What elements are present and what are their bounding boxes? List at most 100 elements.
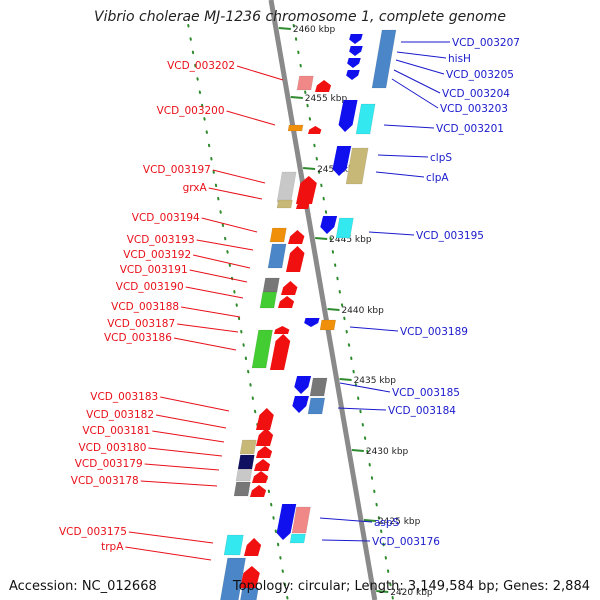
gene-features <box>220 29 397 600</box>
leader-line <box>125 546 212 561</box>
map-title: Vibrio cholerae MJ-1236 chromosome 1, co… <box>94 9 506 25</box>
leader-line <box>148 447 223 457</box>
gene-feature <box>252 471 269 483</box>
gene-feature <box>309 377 328 397</box>
gene-feature <box>274 326 290 334</box>
chromosome-backbone <box>268 0 378 600</box>
gene-label-left: VCD_003180 <box>78 442 146 454</box>
leader-line <box>349 326 399 332</box>
gene-label-left: VCD_003194 <box>132 212 200 224</box>
gene-label-left: VCD_003197 <box>143 164 211 176</box>
tick-label: 2440 kbp <box>341 306 384 316</box>
gene-label-left: VCD_003182 <box>86 409 154 421</box>
gene-feature <box>304 318 320 327</box>
gene-feature <box>288 230 305 244</box>
tick-mark <box>290 96 303 99</box>
accession-text: Accession: NC_012668 <box>9 579 157 594</box>
gene-feature <box>278 296 295 308</box>
backbone-line <box>268 0 378 600</box>
gene-feature <box>349 46 363 56</box>
gene-feature <box>235 468 253 482</box>
leader-line <box>226 110 276 126</box>
gene-label-left: VCD_003187 <box>107 318 175 330</box>
leader-line <box>383 124 435 129</box>
gene-label-right: VCD_003205 <box>446 69 514 81</box>
gene-label-right: hisH <box>448 53 471 65</box>
tick-label: 2455 kbp <box>305 94 348 104</box>
gene-feature <box>267 243 287 269</box>
tick-label: 2435 kbp <box>354 376 397 386</box>
tick-mark <box>327 308 340 311</box>
gene-label-right: aspS <box>374 517 400 529</box>
leader-line <box>393 69 441 94</box>
gene-label-right: VCD_003203 <box>440 103 508 115</box>
gene-feature <box>286 246 305 272</box>
tick-label: 2445 kbp <box>329 235 372 245</box>
gene-feature <box>240 566 260 588</box>
leader-line <box>144 463 220 471</box>
gene-feature <box>251 329 273 369</box>
gene-feature <box>335 217 354 239</box>
gene-feature <box>308 126 322 134</box>
gene-label-right: VCD_003189 <box>400 326 468 338</box>
tick-mark <box>351 449 364 452</box>
leader-line <box>236 65 284 81</box>
gene-feature <box>296 176 317 204</box>
gene-feature <box>371 29 397 89</box>
topology-text: Topology: circular; Length: 3,149,584 bp… <box>232 579 590 594</box>
leader-line <box>391 78 439 109</box>
tick-mark <box>376 590 389 593</box>
gene-label-left: trpA <box>101 541 124 553</box>
gene-label-left: VCD_003179 <box>75 458 143 470</box>
gene-label-right: VCD_003204 <box>442 88 510 100</box>
gene-label-left: VCD_003175 <box>59 526 127 538</box>
gene-label-right: VCD_003185 <box>392 387 460 399</box>
leader-line <box>321 539 371 542</box>
gene-label-right: VCD_003207 <box>452 37 520 49</box>
gene-feature <box>292 396 309 413</box>
gene-feature <box>250 485 267 497</box>
gene-feature <box>244 538 262 556</box>
gene-label-left: VCD_003186 <box>104 332 172 344</box>
leader-line <box>177 323 239 333</box>
gene-feature <box>320 216 338 234</box>
gene-feature <box>233 481 251 497</box>
gene-label-left: VCD_003192 <box>123 249 191 261</box>
gene-feature <box>270 334 291 370</box>
gene-label-left: VCD_003190 <box>116 281 184 293</box>
tick-mark <box>339 378 352 381</box>
gene-label-left: VCD_003202 <box>167 60 235 72</box>
dotted-guide-right <box>292 24 395 600</box>
gene-feature <box>256 446 273 458</box>
gene-feature <box>276 199 293 209</box>
gene-feature <box>256 408 274 430</box>
label-leader-lines <box>125 41 450 561</box>
leader-line <box>375 171 425 178</box>
leader-line <box>208 187 263 200</box>
dotted-guide-lines <box>187 24 395 600</box>
gene-feature <box>347 58 361 68</box>
gene-feature <box>239 439 257 455</box>
leader-line <box>212 169 266 184</box>
gene-feature <box>289 533 306 544</box>
gene-feature <box>296 75 314 91</box>
gene-label-left: VCD_003200 <box>157 105 225 117</box>
gene-feature <box>294 376 312 394</box>
gene-feature <box>291 506 311 534</box>
gene-feature <box>259 291 278 309</box>
gene-feature <box>355 103 376 135</box>
leader-line <box>152 430 225 443</box>
leader-line <box>140 480 218 487</box>
dotted-guide-left <box>187 24 289 600</box>
tick-label: 2430 kbp <box>366 447 409 457</box>
gene-feature <box>281 281 298 295</box>
gene-labels: VCD_003202 VCD_003200 VCD_003197 grxA VCD_00… <box>59 37 520 553</box>
gene-feature <box>262 277 280 293</box>
gene-feature <box>276 504 297 540</box>
gene-feature <box>254 459 271 471</box>
gene-feature <box>240 587 259 600</box>
gene-feature <box>315 80 332 92</box>
gene-feature <box>269 227 287 243</box>
leader-line <box>377 154 429 158</box>
